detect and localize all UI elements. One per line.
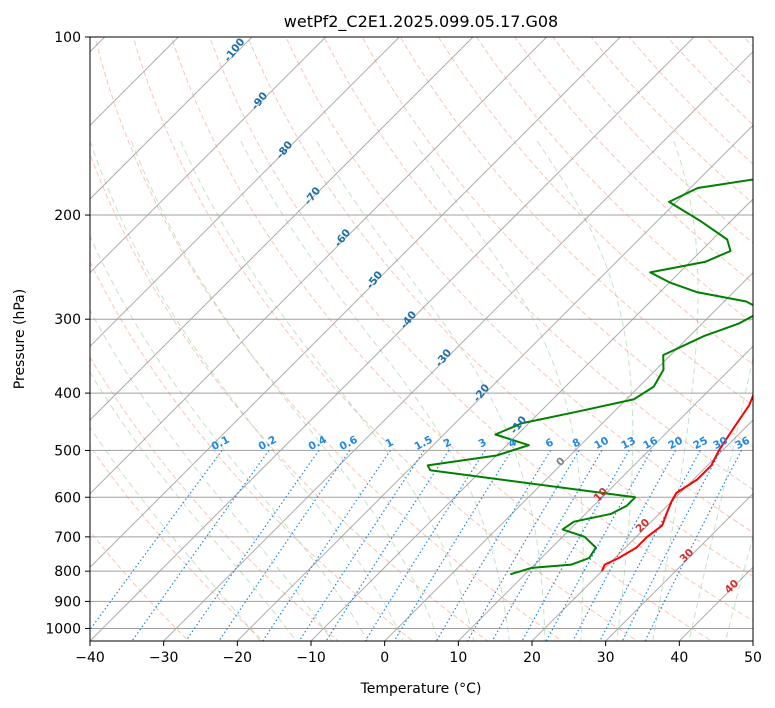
chart-title: wetPf2_C2E1.2025.099.05.17.G08 — [284, 12, 558, 32]
isotherm — [90, 37, 622, 569]
isotherm — [236, 124, 753, 641]
moist-adiabat — [240, 140, 510, 641]
x-tick-label: 50 — [744, 650, 762, 666]
y-tick-label: 800 — [54, 564, 81, 580]
isotherm — [604, 492, 753, 641]
dry-adiabat — [170, 37, 713, 641]
dry-adiabat — [437, 37, 753, 365]
dry-adiabat — [208, 37, 753, 622]
dry-adiabat — [476, 37, 753, 325]
isotherm — [310, 198, 753, 641]
y-tick-label: 500 — [54, 443, 81, 459]
x-tick-label: 30 — [597, 650, 615, 666]
moist-adiabat — [316, 140, 546, 641]
x-tick-label: −30 — [149, 650, 179, 666]
isotherm — [90, 37, 327, 274]
mixing-ratio-line — [325, 450, 450, 641]
y-tick-label: 700 — [54, 530, 81, 546]
x-tick-label: −20 — [223, 650, 253, 666]
isotherm — [90, 37, 548, 495]
dry-adiabat — [94, 37, 564, 641]
x-axis: −40 −30 −20 −10 0 10 20 30 40 50 — [75, 641, 762, 666]
y-tick-label: 900 — [54, 594, 81, 610]
y-tick-label: 600 — [54, 490, 81, 506]
plot-frame — [89, 36, 754, 642]
moist-adiabat — [90, 141, 404, 641]
dry-adiabat — [90, 356, 339, 641]
series-line — [426, 178, 753, 576]
y-axis-label: Pressure (hPa) — [12, 289, 28, 389]
x-axis-label: Temperature (°C) — [360, 681, 482, 697]
background-lines — [0, 10, 775, 653]
dry-adiabat — [755, 10, 775, 653]
moist-adiabat — [90, 309, 333, 641]
series-line — [600, 393, 753, 572]
isotherm — [531, 419, 753, 641]
moist-adiabat — [413, 140, 584, 641]
mixing-ratio-line — [298, 450, 425, 641]
dry-adiabat — [247, 37, 753, 577]
mixing-ratio-line — [185, 450, 320, 641]
mixing-ratio-line — [218, 450, 351, 641]
moist-adiabat — [536, 140, 634, 641]
isotherm — [90, 37, 474, 421]
isotherm — [90, 37, 253, 200]
sounding-series — [426, 178, 753, 576]
mixing-ratio-line — [466, 450, 580, 641]
moist-adiabat — [180, 140, 475, 641]
moist-adiabat — [90, 234, 369, 641]
dry-adiabat — [90, 445, 265, 641]
x-tick-label: 0 — [380, 650, 389, 666]
mixing-ratio-line — [435, 450, 552, 641]
x-tick-label: 40 — [670, 650, 688, 666]
y-axis: 100 200 300 400 500 600 700 800 900 1000 — [45, 30, 90, 637]
y-tick-label: 300 — [54, 312, 81, 328]
mixing-ratio-line — [262, 450, 391, 641]
mixing-ratio-line — [90, 450, 223, 631]
dry-adiabat — [132, 37, 638, 641]
x-tick-label: −10 — [296, 650, 326, 666]
mixing-ratio-line — [393, 450, 513, 641]
dry-adiabat — [90, 152, 489, 641]
x-tick-label: 20 — [523, 650, 541, 666]
y-tick-label: 100 — [54, 30, 81, 46]
mixing-ratio-line — [644, 450, 743, 641]
isotherm — [162, 50, 753, 641]
moist-adiabat — [90, 426, 261, 641]
y-tick-label: 400 — [54, 386, 81, 402]
isotherm — [90, 37, 695, 641]
isotherm — [0, 10, 58, 653]
moist-adiabat — [688, 355, 753, 641]
dry-adiabat — [514, 37, 753, 284]
isotherm — [457, 345, 753, 641]
moist-adiabat — [652, 141, 699, 641]
isotherm — [90, 37, 180, 127]
mixing-ratio-line — [131, 450, 270, 641]
dry-adiabat — [361, 37, 753, 448]
moist-adiabat — [725, 534, 753, 641]
dry-adiabat — [323, 37, 753, 491]
x-tick-label: 10 — [449, 650, 467, 666]
dry-adiabat — [399, 37, 753, 407]
isotherm — [383, 271, 753, 641]
mixing-ratio-line — [521, 450, 630, 641]
moist-adiabat — [130, 141, 440, 641]
isotherm — [90, 37, 401, 348]
x-tick-label: −40 — [75, 650, 105, 666]
mixing-ratio-line — [621, 450, 722, 641]
y-tick-label: 1000 — [45, 621, 81, 637]
y-tick-label: 200 — [54, 208, 81, 224]
